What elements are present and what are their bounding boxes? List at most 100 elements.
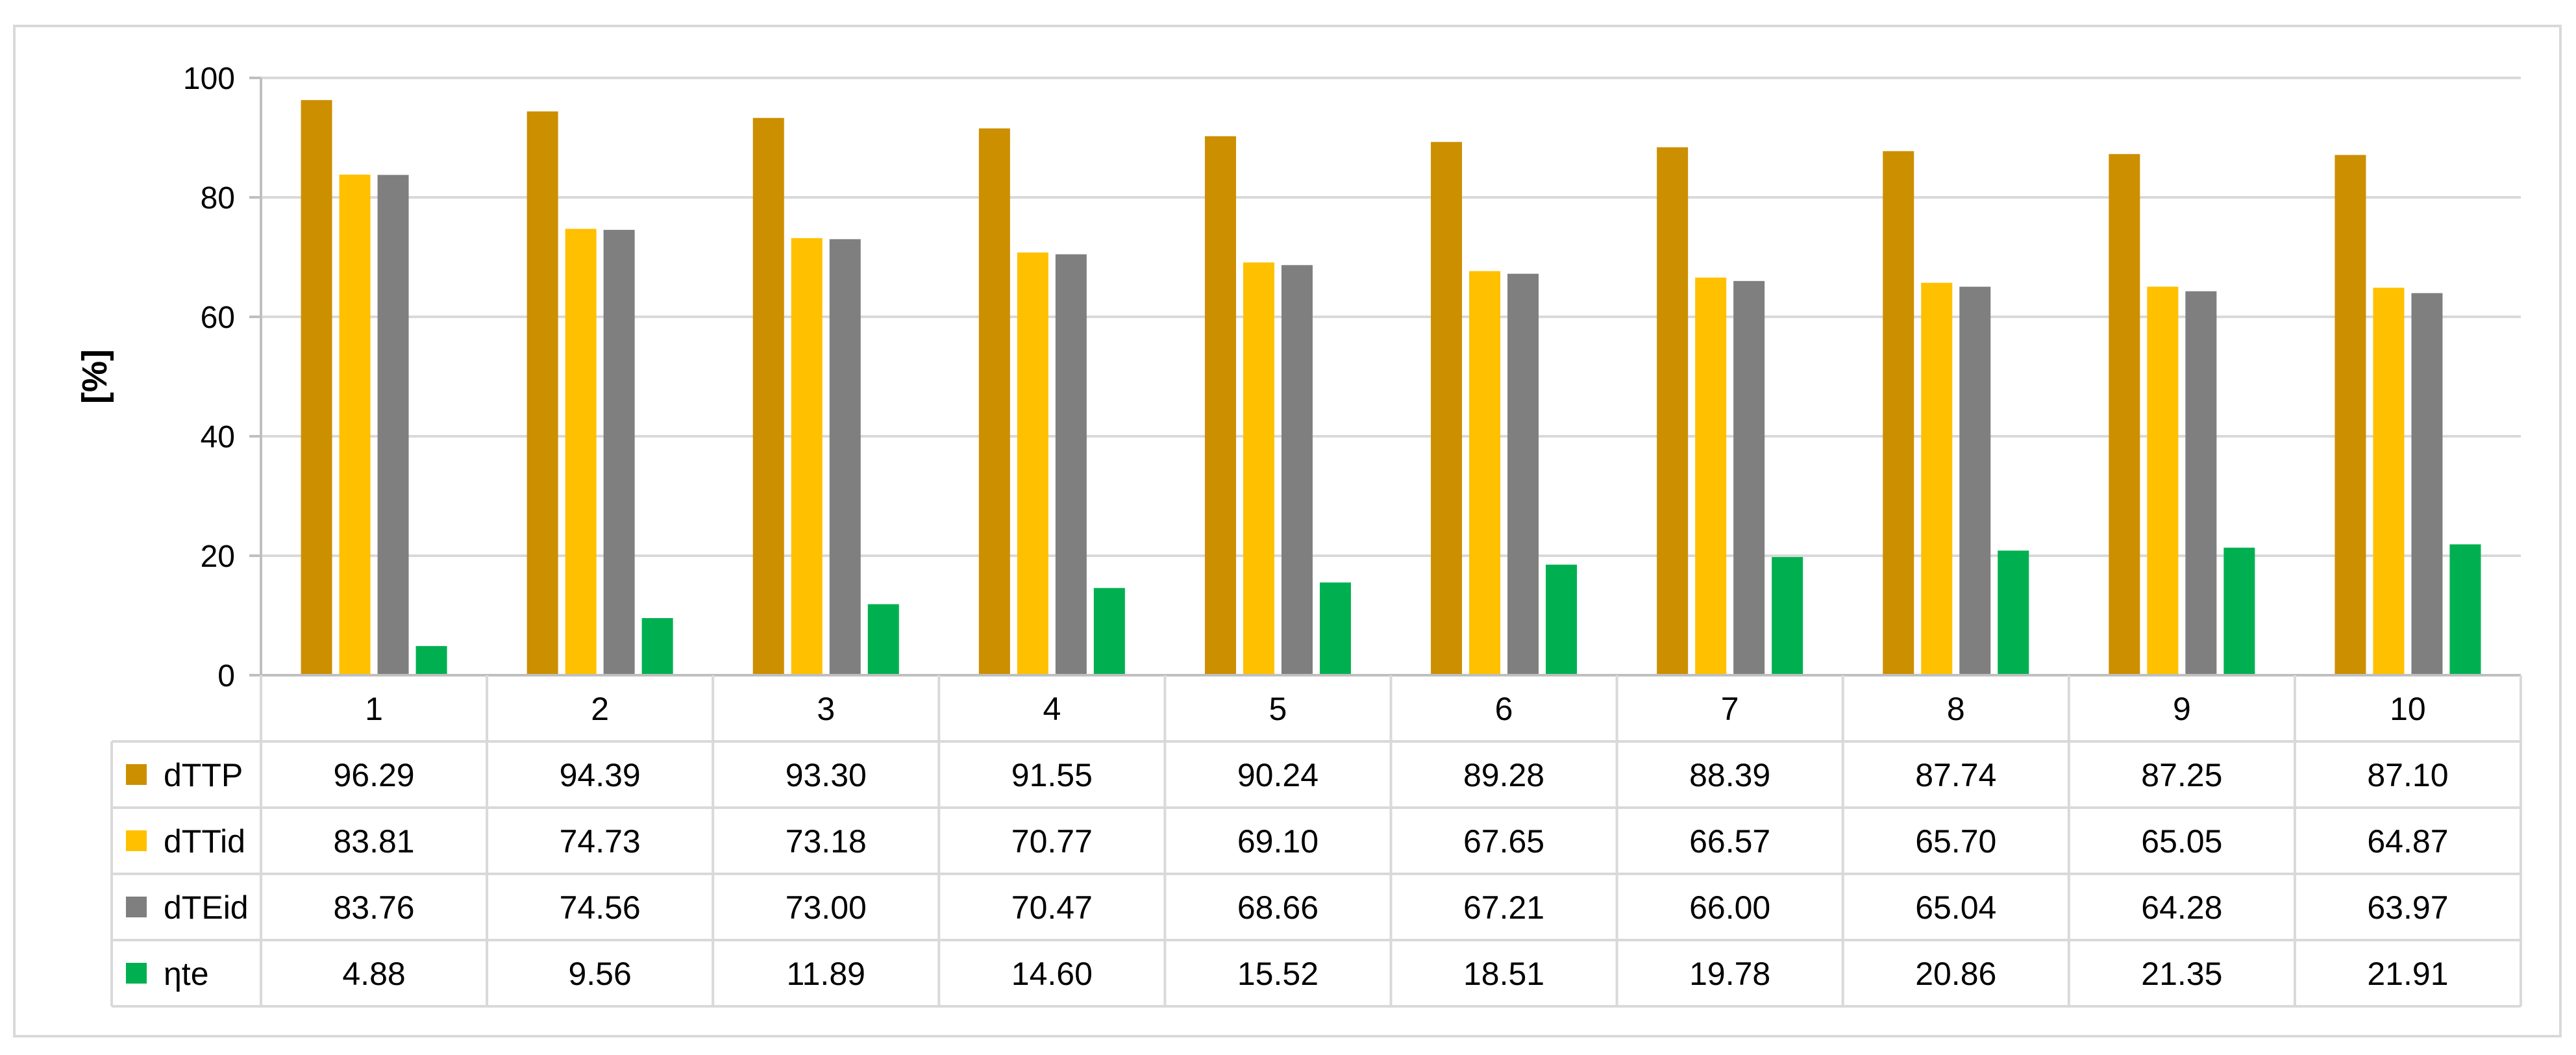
- bar-ηte-5: [1319, 582, 1351, 675]
- bar-ηte-2: [641, 618, 673, 675]
- bar-dTTP-6: [1431, 142, 1463, 675]
- data-label: 66.57: [1689, 823, 1770, 860]
- bar-dTTP-4: [978, 128, 1010, 676]
- axes: 0 20 40 60 80 100: [183, 62, 262, 693]
- data-label: 67.65: [1463, 823, 1544, 860]
- data-label: 65.70: [1915, 823, 1996, 860]
- bar-ηte-7: [1772, 557, 1803, 675]
- legend-label: dTEid: [164, 889, 249, 926]
- bar-dTTid-10: [2373, 288, 2405, 675]
- bar-dTTid-8: [1921, 282, 1953, 675]
- bar-dTTP-7: [1657, 147, 1689, 675]
- bar-dTTP-2: [526, 111, 558, 675]
- data-label: 88.39: [1689, 757, 1770, 793]
- data-label: 65.04: [1915, 889, 1996, 926]
- bar-dTTP-10: [2334, 155, 2366, 675]
- bar-dTEid-7: [1733, 280, 1765, 675]
- data-label: 83.76: [333, 889, 414, 926]
- y-tick-label: 60: [201, 301, 235, 335]
- data-label: 65.05: [2141, 823, 2222, 860]
- x-tick-label: 8: [1947, 691, 1965, 727]
- data-label: 94.39: [560, 757, 641, 793]
- data-label: 4.88: [342, 956, 405, 992]
- bar-dTEid-8: [1959, 286, 1991, 676]
- data-label: 74.56: [560, 889, 641, 926]
- bar-ηte-6: [1546, 564, 1578, 675]
- bar-dTEid-5: [1281, 265, 1313, 675]
- data-label: 73.00: [786, 889, 867, 926]
- x-tick-label: 10: [2390, 691, 2426, 727]
- x-tick-label: 3: [817, 691, 835, 727]
- bar-dTTid-4: [1017, 252, 1048, 675]
- data-label: 93.30: [786, 757, 867, 793]
- data-label: 66.00: [1689, 889, 1770, 926]
- bar-ηte-4: [1093, 588, 1125, 675]
- y-tick-label: 40: [201, 420, 235, 454]
- y-tick-label: 100: [183, 62, 235, 96]
- data-label: 69.10: [1237, 823, 1319, 860]
- data-label: 89.28: [1463, 757, 1544, 793]
- bar-dTTP-9: [2109, 154, 2140, 676]
- bars: [301, 100, 2481, 676]
- data-label: 68.66: [1237, 889, 1319, 926]
- legend-key-ηte: [126, 963, 147, 984]
- legend-label: dTTid: [164, 823, 245, 860]
- data-label: 9.56: [568, 956, 631, 992]
- bar-ηte-10: [2449, 544, 2481, 675]
- legend-label: ηte: [164, 956, 209, 992]
- data-label: 87.25: [2141, 757, 2222, 793]
- x-tick-label: 9: [2173, 691, 2191, 727]
- x-tick-label: 5: [1269, 691, 1287, 727]
- legend-key-dTTid: [126, 830, 147, 851]
- data-label: 63.97: [2367, 889, 2448, 926]
- y-tick-label: 80: [201, 181, 235, 216]
- x-tick-label: 4: [1043, 691, 1061, 727]
- data-label: 74.73: [560, 823, 641, 860]
- x-tick-label: 2: [591, 691, 609, 727]
- legend-label: dTTP: [164, 757, 243, 793]
- bar-dTEid-3: [829, 239, 861, 675]
- bar-dTTP-8: [1883, 151, 1914, 676]
- bar-ηte-3: [867, 604, 899, 675]
- data-label: 83.81: [333, 823, 414, 860]
- bar-dTTid-9: [2147, 286, 2179, 675]
- data-label: 15.52: [1237, 956, 1319, 992]
- data-label: 91.55: [1011, 757, 1093, 793]
- bar-dTEid-10: [2411, 293, 2443, 675]
- data-label: 14.60: [1011, 956, 1093, 992]
- bar-dTTid-1: [339, 174, 371, 675]
- bar-dTTid-2: [565, 229, 597, 675]
- bar-dTTP-1: [301, 100, 332, 676]
- gridlines: [261, 77, 2521, 557]
- data-label: 21.91: [2367, 956, 2448, 992]
- chart-frame: 0 20 40 60 80 100 1 2 3 4 5 6 7 8 9 10 dTTP 96.29 94.39 93…: [13, 25, 2562, 1037]
- data-label: 19.78: [1689, 956, 1770, 992]
- data-label: 87.74: [1915, 757, 1996, 793]
- data-label: 90.24: [1237, 757, 1319, 793]
- bar-dTEid-4: [1055, 254, 1087, 675]
- data-label: 70.77: [1011, 823, 1093, 860]
- bar-dTEid-6: [1507, 273, 1539, 676]
- y-axis-title: [%]: [75, 349, 114, 404]
- legend-key-dTEid: [126, 897, 147, 917]
- data-label: 70.47: [1011, 889, 1093, 926]
- bar-ηte-8: [1998, 551, 2029, 675]
- data-label: 64.87: [2367, 823, 2448, 860]
- y-tick-label: 0: [217, 659, 235, 693]
- data-label: 87.10: [2367, 757, 2448, 793]
- bar-dTTid-6: [1469, 271, 1501, 675]
- bar-dTEid-2: [603, 230, 635, 676]
- data-label: 96.29: [333, 757, 414, 793]
- chart-svg: 0 20 40 60 80 100 1 2 3 4 5 6 7 8 9 10 dTTP 96.29 94.39 93…: [75, 62, 2522, 1008]
- x-tick-label: 1: [365, 691, 383, 727]
- data-table: 1 2 3 4 5 6 7 8 9 10 dTTP 96.29 94.39 93.30 91.55 90.24…: [110, 674, 2522, 1008]
- legend-key-dTTP: [126, 764, 147, 785]
- bar-dTTP-5: [1204, 136, 1236, 676]
- bar-dTTid-3: [791, 238, 823, 675]
- data-label: 18.51: [1463, 956, 1544, 992]
- bar-ηte-9: [2223, 547, 2255, 675]
- x-tick-label: 6: [1495, 691, 1513, 727]
- bar-dTEid-1: [377, 175, 409, 675]
- data-label: 73.18: [786, 823, 867, 860]
- y-tick-label: 20: [201, 540, 235, 574]
